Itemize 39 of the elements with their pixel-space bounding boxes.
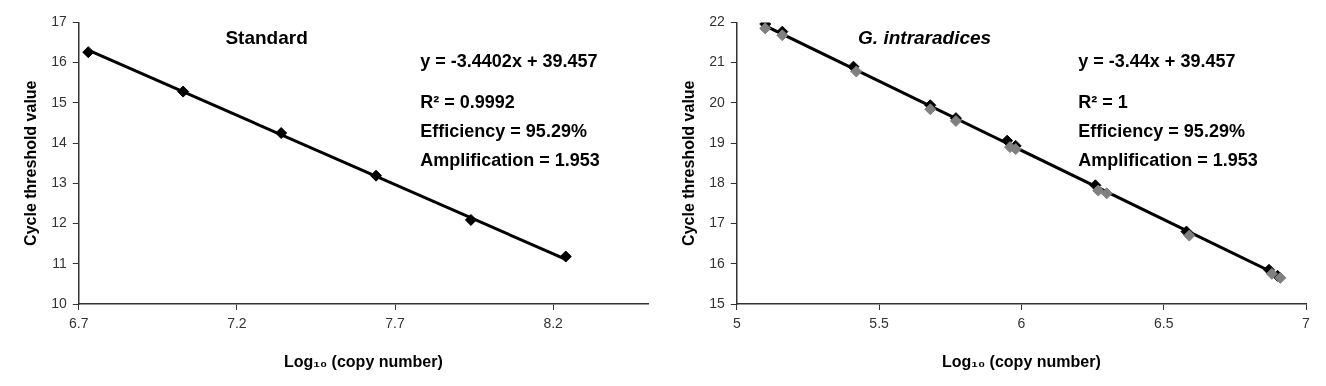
x-tick-label: 8.2: [543, 315, 564, 332]
y-tick-label: 18: [709, 174, 725, 191]
x-tick-label: 6: [1017, 315, 1026, 332]
y-tick-label: 12: [51, 214, 67, 231]
y-tick-label: 17: [51, 13, 67, 30]
chart-title: G. intraradices: [858, 26, 992, 48]
annotation: Amplification = 1.953: [1078, 150, 1258, 171]
y-tick-label: 10: [51, 294, 67, 311]
annotation: Efficiency = 95.29%: [420, 121, 587, 142]
x-tick-label: 6.7: [69, 315, 89, 332]
y-tick-label: 15: [51, 93, 67, 110]
x-tick-label: 7.2: [227, 315, 247, 332]
annotation: y = -3.4402x + 39.457: [420, 51, 598, 72]
annotation: R² = 0.9992: [420, 92, 515, 113]
y-tick-label: 13: [51, 174, 67, 191]
annotation: R² = 1: [1078, 92, 1128, 113]
y-tick-label: 16: [51, 53, 67, 70]
x-tick-label: 6.5: [1153, 315, 1174, 332]
annotation: Efficiency = 95.29%: [1078, 121, 1245, 142]
y-tick-label: 22: [709, 13, 725, 30]
y-tick-label: 16: [709, 254, 725, 271]
chart-title: Standard: [225, 26, 308, 48]
y-tick-label: 11: [52, 254, 67, 271]
y-tick-label: 20: [709, 93, 725, 110]
x-axis-title: Log₁₀ (copy number): [942, 352, 1101, 370]
y-tick-label: 17: [709, 214, 725, 231]
x-tick-label: 5: [732, 315, 741, 332]
x-axis-title: Log₁₀ (copy number): [284, 352, 443, 370]
x-tick-label: 7.7: [385, 315, 405, 332]
annotation: Amplification = 1.953: [420, 150, 600, 171]
y-tick-label: 14: [51, 133, 67, 150]
y-axis-title: Cycle threshold value: [680, 80, 698, 246]
y-tick-label: 21: [709, 53, 725, 70]
x-tick-label: 7: [1302, 315, 1311, 332]
y-tick-label: 15: [709, 294, 725, 311]
annotation: y = -3.44x + 39.457: [1078, 51, 1236, 72]
x-tick-label: 5.5: [869, 315, 890, 332]
y-tick-label: 19: [709, 133, 725, 150]
y-axis-title: Cycle threshold value: [22, 80, 40, 246]
